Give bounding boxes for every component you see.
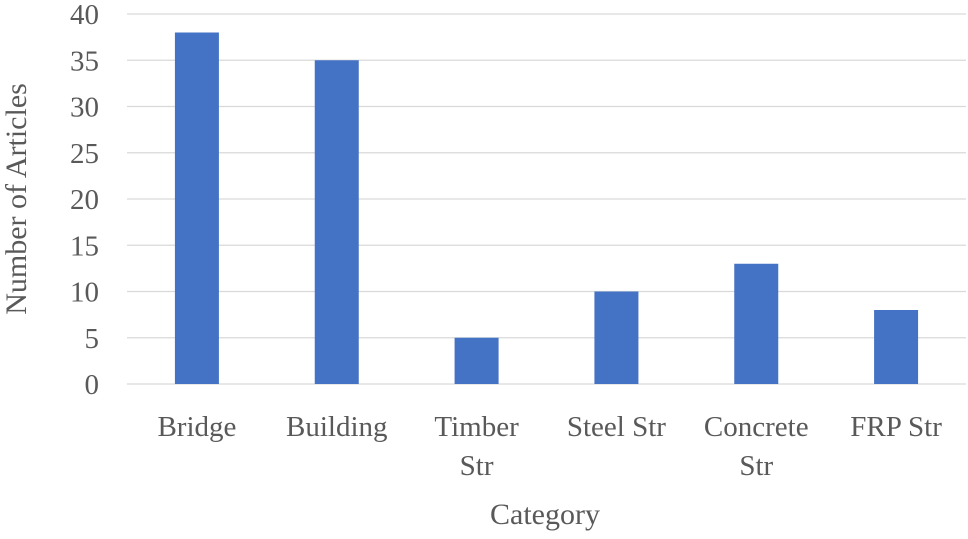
x-category-label: Bridge: [157, 411, 236, 443]
x-axis-categories: Bridge Building Timber Str Steel Str Concrete…: [157, 411, 942, 482]
x-category-label-line: Concrete: [704, 411, 809, 443]
y-axis-ticks: 0 5 10 15 20 25 30 35 40: [70, 0, 99, 401]
x-category-label-line: FRP Str: [850, 411, 942, 443]
y-tick-label: 40: [70, 0, 99, 31]
x-category-label-line: Bridge: [157, 411, 236, 443]
bar-building: [314, 60, 359, 384]
y-tick-label: 5: [85, 323, 100, 355]
x-category-label: FRP Str: [850, 411, 942, 443]
y-tick-label: 20: [70, 184, 99, 216]
gridlines: [127, 13, 966, 385]
bar-concrete-str: [734, 263, 779, 384]
x-category-label: Steel Str: [567, 411, 666, 443]
x-category-label-line: Building: [286, 411, 388, 443]
x-category-label: Building: [286, 411, 388, 443]
y-axis-title: Number of Articles: [0, 83, 33, 315]
x-category-label-line: Timber: [434, 411, 519, 443]
x-category-label: Timber Str: [434, 411, 519, 482]
x-category-label-line: Str: [739, 450, 773, 482]
y-tick-label: 15: [70, 230, 99, 262]
x-category-label-line: Steel Str: [567, 411, 666, 443]
x-category-label: Concrete Str: [704, 411, 809, 482]
x-category-label-line: Str: [460, 450, 494, 482]
bar-steel-str: [594, 291, 639, 384]
bar-timber-str: [454, 337, 499, 384]
y-tick-label: 0: [85, 369, 100, 401]
x-axis-title: Category: [490, 498, 600, 531]
y-tick-label: 30: [70, 92, 99, 124]
y-tick-label: 10: [70, 277, 99, 309]
y-tick-label: 35: [70, 45, 99, 77]
y-tick-label: 25: [70, 138, 99, 170]
bars: [174, 32, 919, 384]
bar-bridge: [174, 32, 219, 384]
bar-frp-str: [874, 310, 919, 384]
